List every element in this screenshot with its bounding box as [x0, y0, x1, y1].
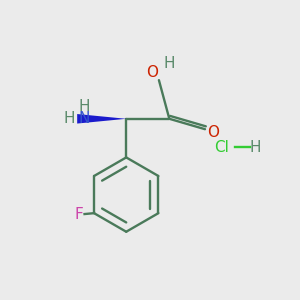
- Text: H: H: [79, 99, 90, 114]
- Text: O: O: [146, 65, 158, 80]
- Text: O: O: [207, 125, 219, 140]
- Text: F: F: [74, 207, 83, 222]
- Polygon shape: [77, 114, 126, 124]
- Text: H: H: [164, 56, 175, 71]
- Text: H: H: [250, 140, 261, 154]
- Text: N: N: [78, 111, 89, 126]
- Text: Cl: Cl: [214, 140, 229, 154]
- Text: H: H: [63, 111, 75, 126]
